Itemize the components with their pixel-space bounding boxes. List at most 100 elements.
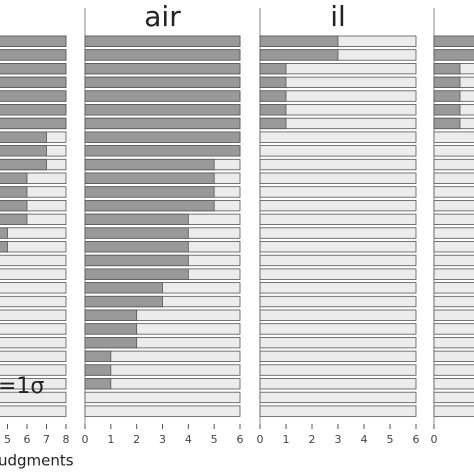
- bar: [84, 323, 138, 335]
- bar: [0, 90, 67, 102]
- bar: [0, 227, 8, 239]
- bar: [84, 90, 241, 102]
- bar: [84, 213, 189, 226]
- bar-background: [0, 350, 67, 363]
- bar-background: [0, 268, 67, 280]
- bar-background: [259, 131, 417, 143]
- bar-background: [259, 268, 417, 280]
- bar: [433, 117, 461, 130]
- bar: [84, 378, 112, 390]
- bar-background: [259, 145, 417, 157]
- bar: [84, 158, 215, 171]
- bar: [0, 199, 28, 212]
- bar: [84, 76, 241, 88]
- bar-background: [433, 213, 474, 226]
- bar-background: [259, 323, 417, 335]
- bar: [259, 104, 287, 116]
- x-tick-label: 2: [133, 433, 140, 446]
- bar-background: [259, 213, 417, 226]
- bar: [84, 199, 215, 212]
- x-tick-label: 5: [211, 433, 218, 446]
- bar: [433, 76, 461, 88]
- bar-background: [433, 350, 474, 363]
- panel-title: air: [144, 0, 181, 33]
- x-tick-label: 0: [431, 433, 438, 446]
- bar: [433, 90, 461, 102]
- bar: [0, 172, 28, 184]
- bar: [259, 63, 287, 75]
- x-tick-label: 3: [159, 433, 166, 446]
- bar-background: [259, 199, 417, 212]
- bar-background: [259, 172, 417, 184]
- annotation: =1σ: [0, 374, 44, 399]
- bar-background: [433, 199, 474, 212]
- x-tick-label: 6: [413, 433, 420, 446]
- bar: [84, 63, 241, 75]
- bar-background: [0, 295, 67, 308]
- bar-background: [84, 391, 241, 404]
- bar: [259, 76, 287, 88]
- bar-background: [0, 336, 67, 349]
- x-tick-label: 1: [107, 433, 114, 446]
- x-tick-label: 1: [283, 433, 290, 446]
- bar-background: [433, 241, 474, 253]
- bar: [433, 104, 461, 116]
- bar: [0, 35, 67, 47]
- x-tick-label: 6: [24, 433, 31, 446]
- bar: [0, 213, 28, 226]
- bar-background: [433, 131, 474, 143]
- bar-background: [259, 186, 417, 198]
- x-tick-label: 3: [335, 433, 342, 446]
- bar: [84, 350, 112, 363]
- bar: [84, 131, 241, 143]
- bar-background: [433, 227, 474, 239]
- bar-background: [259, 364, 417, 376]
- bar-background: [433, 268, 474, 280]
- bar-background: [0, 186, 67, 198]
- bar-background: [433, 282, 474, 294]
- x-tick-label: 2: [309, 433, 316, 446]
- bar-background: [259, 378, 417, 390]
- bar-background: [0, 405, 67, 417]
- bar-background: [433, 378, 474, 390]
- bar: [84, 227, 189, 239]
- bar-background: [259, 336, 417, 349]
- bar-background: [259, 241, 417, 253]
- bar-background: [259, 391, 417, 404]
- bar: [0, 241, 8, 253]
- bar-background: [433, 186, 474, 198]
- bar-background: [259, 309, 417, 321]
- bar: [84, 241, 189, 253]
- bar-background: [0, 378, 67, 390]
- bar-background: [0, 254, 67, 267]
- x-tick-label: 8: [63, 433, 70, 446]
- bar-background: [259, 405, 417, 417]
- bar: [259, 90, 287, 102]
- bar-background: [433, 254, 474, 267]
- bar-background: [433, 172, 474, 184]
- bar-background: [433, 336, 474, 349]
- bar-background: [259, 227, 417, 239]
- bar-background: [433, 391, 474, 404]
- bar: [84, 364, 112, 376]
- bar: [0, 104, 67, 116]
- bar: [0, 158, 47, 171]
- bar-background: [433, 405, 474, 417]
- bar: [84, 282, 163, 294]
- bar: [84, 104, 241, 116]
- bar-background: [433, 323, 474, 335]
- bar: [0, 131, 47, 143]
- bar: [84, 254, 189, 267]
- bar-background: [433, 364, 474, 376]
- bar: [433, 63, 461, 75]
- bar-background: [433, 158, 474, 171]
- bar: [84, 268, 189, 280]
- bar: [0, 49, 67, 61]
- bar-background: [0, 199, 67, 212]
- bar-background: [259, 254, 417, 267]
- x-tick-label: 4: [185, 433, 192, 446]
- bar: [84, 309, 138, 321]
- bar: [433, 35, 474, 47]
